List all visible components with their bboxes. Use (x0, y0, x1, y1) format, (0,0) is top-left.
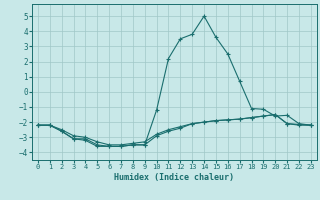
X-axis label: Humidex (Indice chaleur): Humidex (Indice chaleur) (115, 173, 234, 182)
